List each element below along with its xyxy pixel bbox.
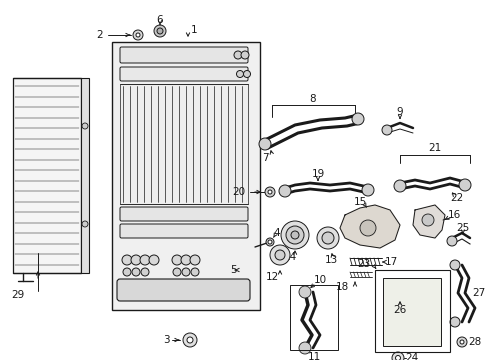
Circle shape xyxy=(298,286,310,298)
Circle shape xyxy=(267,240,271,244)
Circle shape xyxy=(154,25,165,37)
Circle shape xyxy=(395,356,400,360)
FancyBboxPatch shape xyxy=(117,279,249,301)
Circle shape xyxy=(393,180,405,192)
Text: 6: 6 xyxy=(156,15,163,25)
Text: 20: 20 xyxy=(231,187,244,197)
Circle shape xyxy=(265,238,273,246)
Text: 2: 2 xyxy=(96,30,103,40)
Circle shape xyxy=(183,333,197,347)
Text: 8: 8 xyxy=(309,94,316,104)
Circle shape xyxy=(236,71,243,77)
Text: 13: 13 xyxy=(324,255,337,265)
Circle shape xyxy=(82,123,88,129)
Circle shape xyxy=(316,227,338,249)
FancyBboxPatch shape xyxy=(120,67,247,81)
Circle shape xyxy=(132,268,140,276)
Circle shape xyxy=(82,221,88,227)
Text: 14: 14 xyxy=(283,252,296,262)
Circle shape xyxy=(381,125,391,135)
Circle shape xyxy=(290,231,298,239)
Text: 25: 25 xyxy=(455,223,468,233)
Circle shape xyxy=(182,268,190,276)
Bar xyxy=(382,278,440,346)
Text: 15: 15 xyxy=(353,197,366,207)
Circle shape xyxy=(359,220,375,236)
Bar xyxy=(289,285,337,350)
Text: 12: 12 xyxy=(265,272,278,282)
Text: 10: 10 xyxy=(313,275,326,285)
Circle shape xyxy=(157,28,163,34)
Circle shape xyxy=(149,255,159,265)
Circle shape xyxy=(181,255,191,265)
Circle shape xyxy=(449,260,459,270)
Text: 4: 4 xyxy=(272,228,279,238)
Text: 29: 29 xyxy=(11,290,24,300)
Circle shape xyxy=(133,30,142,40)
Circle shape xyxy=(267,190,271,194)
Circle shape xyxy=(140,255,150,265)
Circle shape xyxy=(351,113,363,125)
Text: 26: 26 xyxy=(392,305,406,315)
Circle shape xyxy=(259,138,270,150)
Circle shape xyxy=(459,340,463,344)
Circle shape xyxy=(446,236,456,246)
Circle shape xyxy=(269,245,289,265)
Text: 19: 19 xyxy=(311,169,324,179)
Polygon shape xyxy=(339,205,399,248)
Circle shape xyxy=(281,221,308,249)
Circle shape xyxy=(458,179,470,191)
Text: 7: 7 xyxy=(261,153,268,163)
Text: 21: 21 xyxy=(427,143,441,153)
Circle shape xyxy=(241,51,248,59)
Text: 5: 5 xyxy=(229,265,236,275)
Circle shape xyxy=(279,185,290,197)
Circle shape xyxy=(285,226,304,244)
Polygon shape xyxy=(412,205,444,238)
Text: 17: 17 xyxy=(384,257,397,267)
Circle shape xyxy=(361,184,373,196)
Circle shape xyxy=(449,317,459,327)
FancyBboxPatch shape xyxy=(120,224,247,238)
Circle shape xyxy=(131,255,141,265)
Circle shape xyxy=(321,232,333,244)
Circle shape xyxy=(391,352,403,360)
Bar xyxy=(120,84,247,204)
Circle shape xyxy=(264,187,274,197)
Text: 1: 1 xyxy=(191,25,197,35)
Circle shape xyxy=(421,214,433,226)
Circle shape xyxy=(234,51,242,59)
Text: 27: 27 xyxy=(471,288,484,298)
Circle shape xyxy=(173,268,181,276)
Circle shape xyxy=(456,337,466,347)
Circle shape xyxy=(141,268,149,276)
Circle shape xyxy=(123,268,131,276)
Circle shape xyxy=(191,268,199,276)
Circle shape xyxy=(298,342,310,354)
Circle shape xyxy=(172,255,182,265)
Text: 11: 11 xyxy=(307,352,320,360)
Text: 9: 9 xyxy=(396,107,403,117)
Text: 24: 24 xyxy=(404,353,417,360)
Bar xyxy=(374,270,449,352)
Circle shape xyxy=(243,71,250,77)
Circle shape xyxy=(122,255,132,265)
Text: 3: 3 xyxy=(163,335,170,345)
Text: 23: 23 xyxy=(356,259,369,269)
Circle shape xyxy=(190,255,200,265)
Circle shape xyxy=(274,250,285,260)
Text: 28: 28 xyxy=(467,337,480,347)
Circle shape xyxy=(186,337,193,343)
Bar xyxy=(81,78,89,273)
FancyBboxPatch shape xyxy=(120,207,247,221)
Bar xyxy=(13,78,81,273)
Text: 22: 22 xyxy=(449,193,462,203)
Bar xyxy=(112,42,260,310)
Circle shape xyxy=(136,33,140,37)
FancyBboxPatch shape xyxy=(120,47,247,63)
Text: 16: 16 xyxy=(447,210,460,220)
Text: 18: 18 xyxy=(335,282,348,292)
